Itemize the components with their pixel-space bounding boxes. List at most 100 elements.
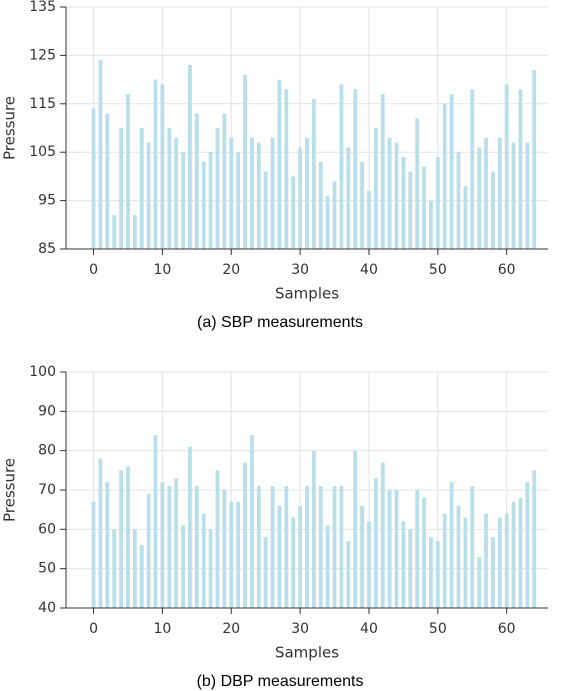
bar: [291, 517, 296, 608]
bar: [174, 137, 179, 249]
bar: [160, 482, 165, 608]
bar: [126, 466, 130, 608]
bar: [250, 137, 254, 249]
bar: [380, 462, 385, 608]
x-tick-label: 60: [498, 262, 516, 278]
bar: [222, 490, 227, 608]
bar: [422, 497, 426, 608]
bar: [497, 517, 502, 608]
bar: [532, 470, 537, 608]
bar: [394, 490, 399, 608]
bar: [511, 501, 516, 608]
bar: [367, 190, 371, 249]
bar: [408, 529, 413, 608]
bar: [305, 486, 309, 608]
bar: [484, 513, 488, 608]
bar: [208, 152, 213, 249]
bar: [380, 94, 385, 250]
caption: (b) DBP measurements: [197, 673, 364, 690]
bar: [491, 171, 495, 249]
bar: [243, 74, 247, 249]
bar: [91, 501, 96, 608]
x-tick-label: 40: [360, 621, 378, 637]
bar: [236, 152, 241, 249]
bar: [477, 147, 482, 249]
bar: [311, 98, 316, 250]
y-tick-label: 90: [38, 403, 56, 419]
bar: [401, 521, 406, 608]
bar: [284, 89, 289, 249]
bar: [167, 128, 172, 249]
bar: [132, 215, 137, 249]
y-tick-label: 100: [29, 364, 56, 380]
x-tick-label: 20: [222, 262, 240, 278]
y-tick-label: 95: [38, 193, 56, 209]
y-tick-label: 85: [38, 241, 56, 257]
bar: [229, 137, 234, 249]
bar: [360, 161, 364, 249]
bar: [105, 113, 110, 249]
bar: [250, 434, 254, 608]
bar: [305, 137, 309, 249]
bar: [442, 513, 447, 608]
bar: [146, 493, 151, 608]
x-axis-label: Samples: [275, 285, 339, 303]
x-tick-label: 50: [429, 621, 447, 637]
bar: [112, 215, 117, 249]
bar: [174, 478, 179, 608]
bar: [153, 79, 158, 249]
bar: [422, 166, 426, 249]
bar: [112, 529, 117, 608]
bar: [291, 176, 296, 249]
bar: [194, 486, 199, 608]
bar: [194, 113, 199, 249]
bar: [415, 490, 420, 608]
bar: [373, 478, 378, 608]
y-tick-label: 40: [38, 600, 56, 616]
bar: [415, 118, 420, 249]
bar: [497, 137, 502, 249]
x-tick-label: 30: [291, 621, 309, 637]
x-tick-label: 10: [153, 262, 171, 278]
bar: [208, 529, 213, 608]
x-tick-label: 20: [222, 621, 240, 637]
bar: [298, 147, 303, 249]
bar: [91, 108, 96, 249]
bar: [188, 65, 192, 249]
bar: [139, 545, 144, 608]
bar: [332, 181, 337, 249]
bar: [201, 161, 206, 249]
bar: [284, 486, 289, 608]
bar: [215, 128, 220, 249]
x-tick-label: 10: [153, 621, 171, 637]
bar: [518, 89, 523, 249]
y-tick-label: 80: [38, 443, 56, 459]
bar: [456, 152, 461, 249]
bar: [518, 497, 523, 608]
y-tick-label: 50: [38, 561, 56, 577]
bar: [98, 458, 103, 608]
bar: [105, 482, 110, 608]
bar: [181, 152, 185, 249]
bar: [167, 486, 172, 608]
bar: [201, 513, 206, 608]
bar: [311, 450, 316, 608]
y-tick-label: 105: [29, 144, 56, 160]
bar: [146, 142, 151, 249]
bar: [325, 195, 330, 249]
bar: [435, 541, 440, 608]
bar: [353, 89, 358, 249]
y-tick-label: 125: [29, 47, 56, 63]
bar: [408, 171, 413, 249]
bar: [277, 505, 282, 608]
bar: [525, 142, 530, 249]
bar: [470, 89, 475, 249]
caption: (a) SBP measurements: [197, 314, 363, 331]
bar: [429, 200, 433, 249]
bar: [401, 157, 406, 249]
bar: [484, 137, 488, 249]
bar: [394, 142, 399, 249]
bar: [318, 486, 323, 608]
bar: [222, 113, 227, 249]
bar: [373, 128, 378, 249]
